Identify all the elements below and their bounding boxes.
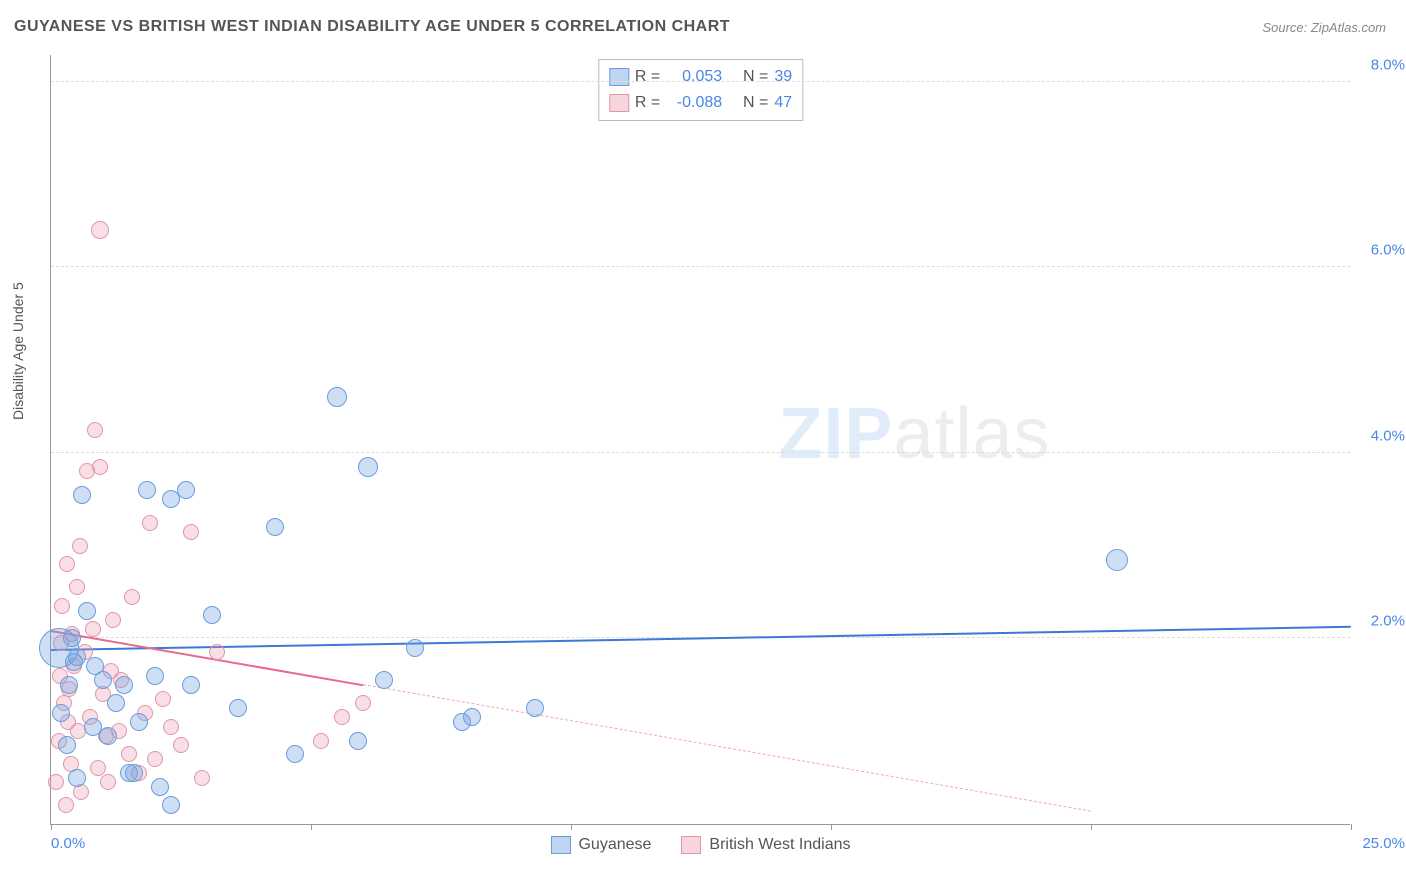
scatter-point <box>349 732 367 750</box>
scatter-point <box>266 518 284 536</box>
x-tick-label: 0.0% <box>51 835 85 852</box>
r-value: 0.053 <box>666 64 722 90</box>
legend-swatch <box>609 94 629 112</box>
r-value: -0.088 <box>666 90 722 116</box>
scatter-point <box>54 598 70 614</box>
x-tick-mark <box>311 824 312 830</box>
scatter-point <box>68 648 86 666</box>
chart-title: GUYANESE VS BRITISH WEST INDIAN DISABILI… <box>14 18 730 36</box>
scatter-point <box>125 764 143 782</box>
scatter-point <box>182 676 200 694</box>
correlation-legend: R = 0.053 N = 39 R = -0.088 N = 47 <box>598 59 803 121</box>
scatter-point <box>229 699 247 717</box>
x-tick-mark <box>571 824 572 830</box>
r-label: R = <box>635 64 660 90</box>
n-label: N = <box>743 64 768 90</box>
scatter-point <box>194 770 210 786</box>
x-tick-mark <box>1091 824 1092 830</box>
legend-swatch <box>681 836 701 854</box>
y-tick-label: 4.0% <box>1371 427 1405 444</box>
series-legend: Guyanese British West Indians <box>550 836 850 854</box>
scatter-point <box>327 387 347 407</box>
scatter-point <box>73 486 91 504</box>
scatter-point <box>334 709 350 725</box>
n-label: N = <box>743 90 768 116</box>
scatter-point <box>94 671 112 689</box>
trendline-british-west-indians-dashed <box>363 684 1091 812</box>
legend-item: Guyanese <box>550 836 651 854</box>
r-label: R = <box>635 90 660 116</box>
scatter-point <box>177 481 195 499</box>
scatter-point <box>85 621 101 637</box>
scatter-point <box>209 644 225 660</box>
y-axis-label: Disability Age Under 5 <box>10 282 26 420</box>
scatter-point <box>163 719 179 735</box>
legend-swatch <box>550 836 570 854</box>
gridline <box>51 81 1350 82</box>
scatter-point <box>358 457 378 477</box>
scatter-point <box>526 699 544 717</box>
scatter-point <box>99 727 117 745</box>
n-value: 39 <box>774 64 792 90</box>
scatter-point <box>130 713 148 731</box>
scatter-point <box>203 606 221 624</box>
scatter-point <box>48 774 64 790</box>
scatter-point <box>1106 549 1128 571</box>
legend-label: British West Indians <box>709 836 850 854</box>
n-value: 47 <box>774 90 792 116</box>
y-tick-label: 8.0% <box>1371 56 1405 73</box>
scatter-point <box>72 538 88 554</box>
scatter-point <box>151 778 169 796</box>
legend-swatch <box>609 68 629 86</box>
scatter-point <box>375 671 393 689</box>
scatter-point <box>69 579 85 595</box>
scatter-point <box>173 737 189 753</box>
watermark: ZIPatlas <box>778 393 1050 475</box>
gridline <box>51 266 1350 267</box>
x-tick-mark <box>51 824 52 830</box>
gridline <box>51 452 1350 453</box>
scatter-point <box>115 676 133 694</box>
x-tick-label: 25.0% <box>1362 835 1405 852</box>
scatter-point <box>138 481 156 499</box>
scatter-point <box>147 751 163 767</box>
y-tick-label: 6.0% <box>1371 242 1405 259</box>
scatter-point <box>90 760 106 776</box>
scatter-point <box>92 459 108 475</box>
scatter-point <box>105 612 121 628</box>
scatter-point <box>107 694 125 712</box>
scatter-point <box>87 422 103 438</box>
chart-plot-area: ZIPatlas R = 0.053 N = 39 R = -0.088 N =… <box>50 55 1350 825</box>
scatter-point <box>91 221 109 239</box>
scatter-point <box>286 745 304 763</box>
scatter-point <box>313 733 329 749</box>
scatter-point <box>355 695 371 711</box>
scatter-point <box>406 639 424 657</box>
scatter-point <box>146 667 164 685</box>
scatter-point <box>155 691 171 707</box>
x-tick-mark <box>831 824 832 830</box>
scatter-point <box>142 515 158 531</box>
legend-row: R = 0.053 N = 39 <box>609 64 792 90</box>
scatter-point <box>59 556 75 572</box>
scatter-point <box>183 524 199 540</box>
scatter-point <box>52 704 70 722</box>
scatter-point <box>58 736 76 754</box>
legend-item: British West Indians <box>681 836 850 854</box>
scatter-point <box>58 797 74 813</box>
x-tick-mark <box>1351 824 1352 830</box>
scatter-point <box>121 746 137 762</box>
legend-row: R = -0.088 N = 47 <box>609 90 792 116</box>
legend-label: Guyanese <box>578 836 651 854</box>
scatter-point <box>68 769 86 787</box>
scatter-point <box>100 774 116 790</box>
scatter-point <box>463 708 481 726</box>
scatter-point <box>60 676 78 694</box>
scatter-point <box>63 629 81 647</box>
scatter-point <box>78 602 96 620</box>
y-tick-label: 2.0% <box>1371 613 1405 630</box>
scatter-point <box>124 589 140 605</box>
scatter-point <box>162 796 180 814</box>
source-attribution: Source: ZipAtlas.com <box>1262 20 1386 35</box>
